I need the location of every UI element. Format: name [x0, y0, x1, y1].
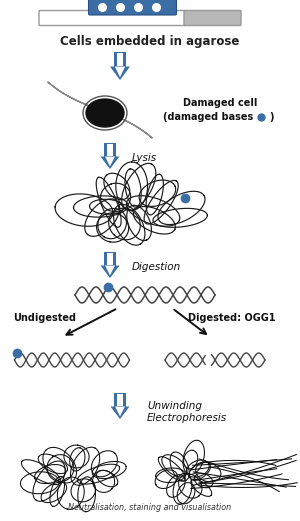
Text: Lysis: Lysis: [132, 153, 157, 163]
Text: (damaged bases: (damaged bases: [163, 112, 253, 122]
Text: ): ): [269, 112, 273, 122]
Polygon shape: [114, 393, 126, 406]
Polygon shape: [100, 266, 119, 278]
Polygon shape: [110, 67, 130, 80]
Polygon shape: [107, 253, 113, 265]
Polygon shape: [100, 156, 119, 169]
Polygon shape: [115, 67, 125, 77]
Text: Undigested: Undigested: [14, 313, 76, 323]
FancyBboxPatch shape: [184, 10, 241, 26]
Polygon shape: [48, 82, 152, 138]
Text: Electrophoresis: Electrophoresis: [147, 413, 227, 423]
Text: Unwinding: Unwinding: [147, 401, 202, 411]
Polygon shape: [104, 252, 116, 266]
Text: Neutralisation, staining and visualisation: Neutralisation, staining and visualisati…: [68, 503, 232, 513]
FancyBboxPatch shape: [88, 0, 176, 15]
Text: Digested: OGG1: Digested: OGG1: [188, 313, 276, 323]
Text: Digestion: Digestion: [132, 262, 181, 272]
Polygon shape: [110, 406, 130, 419]
Polygon shape: [115, 406, 125, 416]
Polygon shape: [104, 143, 116, 156]
Polygon shape: [117, 53, 123, 66]
Ellipse shape: [86, 99, 124, 127]
FancyBboxPatch shape: [39, 10, 186, 26]
Polygon shape: [117, 394, 123, 405]
Polygon shape: [105, 156, 115, 166]
Text: Damaged cell: Damaged cell: [183, 98, 257, 108]
Polygon shape: [107, 144, 113, 156]
Text: Cells embedded in agarose: Cells embedded in agarose: [60, 35, 240, 48]
Polygon shape: [105, 266, 115, 276]
Polygon shape: [114, 52, 126, 67]
